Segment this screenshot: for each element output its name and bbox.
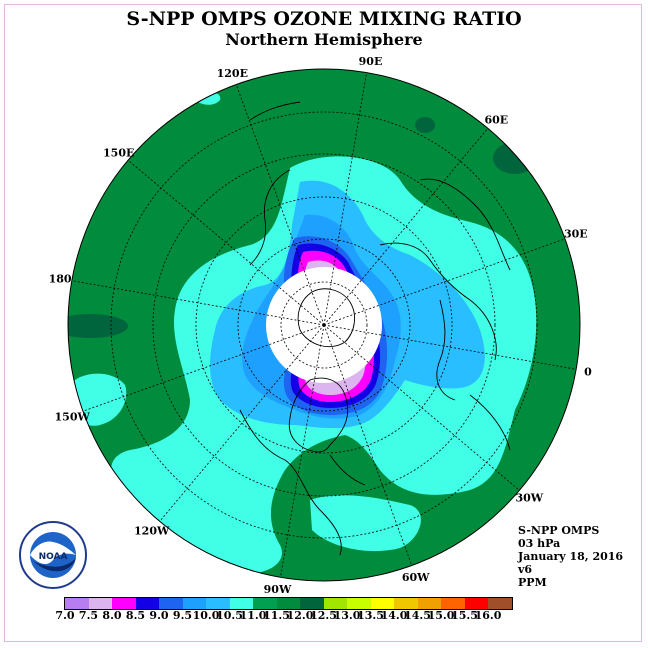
units-label: PPM	[518, 576, 547, 589]
colorbar-tick-label: 12.5	[310, 609, 337, 622]
longitude-label: 60W	[402, 571, 430, 584]
longitude-label: 150E	[103, 147, 134, 160]
longitude-label: 60E	[484, 114, 508, 127]
colorbar-tick-label: 16.0	[474, 609, 502, 622]
coastlines	[239, 101, 511, 556]
colorbar-tick-label: 15.0	[427, 609, 455, 622]
colorbar-swatch	[347, 598, 371, 609]
colorbar-tick-label: 13.0	[333, 609, 361, 622]
longitude-label: 30E	[564, 227, 588, 240]
colorbar-swatch	[253, 598, 277, 609]
longitude-label: 0	[584, 366, 592, 379]
colorbar-swatch	[65, 598, 89, 609]
colorbar-tick-label: 13.5	[357, 609, 384, 622]
cyan-region	[310, 495, 421, 552]
colorbar-tick-label: 9.0	[149, 609, 169, 622]
dark-green-region	[415, 117, 435, 133]
colorbar-tick-label: 11.0	[239, 609, 267, 622]
colorbar-tick-label: 12.0	[286, 609, 314, 622]
longitude-label: 180	[49, 273, 72, 286]
colorbar-swatch	[394, 598, 418, 609]
colorbar-ticks: 7.0 7.5 8.0 8.5 9.0 9.5 10.0 10.5 11.0 11.5 12.0 12…	[0, 609, 648, 623]
noaa-logo-icon: NOAA	[19, 521, 87, 589]
colorbar-swatch	[417, 598, 441, 609]
colorbar-swatch	[300, 598, 324, 609]
colorbar-swatch	[88, 598, 112, 609]
instrument-label: S-NPP OMPS	[518, 524, 600, 537]
colorbar-tick-label: 10.5	[216, 609, 243, 622]
colorbar-swatch	[112, 598, 136, 609]
noaa-logo-text: NOAA	[39, 552, 68, 562]
colorbar-tick-label: 15.5	[451, 609, 478, 622]
colorbar-swatch	[488, 598, 512, 609]
colorbar-tick-label: 7.0	[55, 609, 75, 622]
colorbar-swatch	[464, 598, 488, 609]
longitude-label: 30W	[515, 491, 543, 504]
colorbar-swatch	[229, 598, 253, 609]
longitude-labels: 90E 60E 30E 0 30W 60W 90W 120W 150W 180 150E 120E	[49, 55, 592, 596]
colorbar-tick-label: 8.5	[125, 609, 146, 622]
colorbar-tick-label: 14.0	[380, 609, 408, 622]
longitude-label: 150W	[55, 411, 91, 424]
longitude-label: 90W	[264, 583, 292, 596]
longitude-label: 120W	[134, 524, 170, 537]
map-subtitle: Northern Hemisphere	[225, 30, 423, 49]
version-label: v6	[518, 563, 533, 576]
longitude-label: 120E	[217, 67, 248, 80]
colorbar-swatch	[206, 598, 230, 609]
map-title: S-NPP OMPS OZONE MIXING RATIO	[126, 8, 522, 30]
colorbar-tick-label: 9.5	[172, 609, 193, 622]
plot-frame	[4, 4, 642, 642]
colorbar-swatch	[441, 598, 465, 609]
longitude-label: 90E	[359, 55, 383, 68]
colorbar-tick-label: 8.0	[102, 609, 122, 622]
date-label: January 18, 2016	[518, 550, 624, 563]
info-block: S-NPP OMPS 03 hPa January 18, 2016 v6 PP…	[518, 524, 623, 589]
colorbar-swatch	[182, 598, 206, 609]
colorbar	[64, 597, 513, 610]
colorbar-tick-label: 14.5	[404, 609, 431, 622]
colorbar-swatch	[323, 598, 347, 609]
dark-green-region	[68, 314, 128, 338]
pressure-level-label: 03 hPa	[518, 537, 561, 550]
colorbar-swatch	[370, 598, 394, 609]
colorbar-tick-label: 11.5	[263, 609, 290, 622]
colorbar-tick-label: 10.0	[192, 609, 220, 622]
dark-green-region	[493, 142, 537, 174]
graticule	[68, 69, 580, 581]
map-outline	[67, 68, 581, 582]
colorbar-swatch	[159, 598, 183, 609]
colorbar-swatch	[135, 598, 159, 609]
colorbar-tick-label: 7.5	[78, 609, 99, 622]
colorbar-swatch	[276, 598, 300, 609]
